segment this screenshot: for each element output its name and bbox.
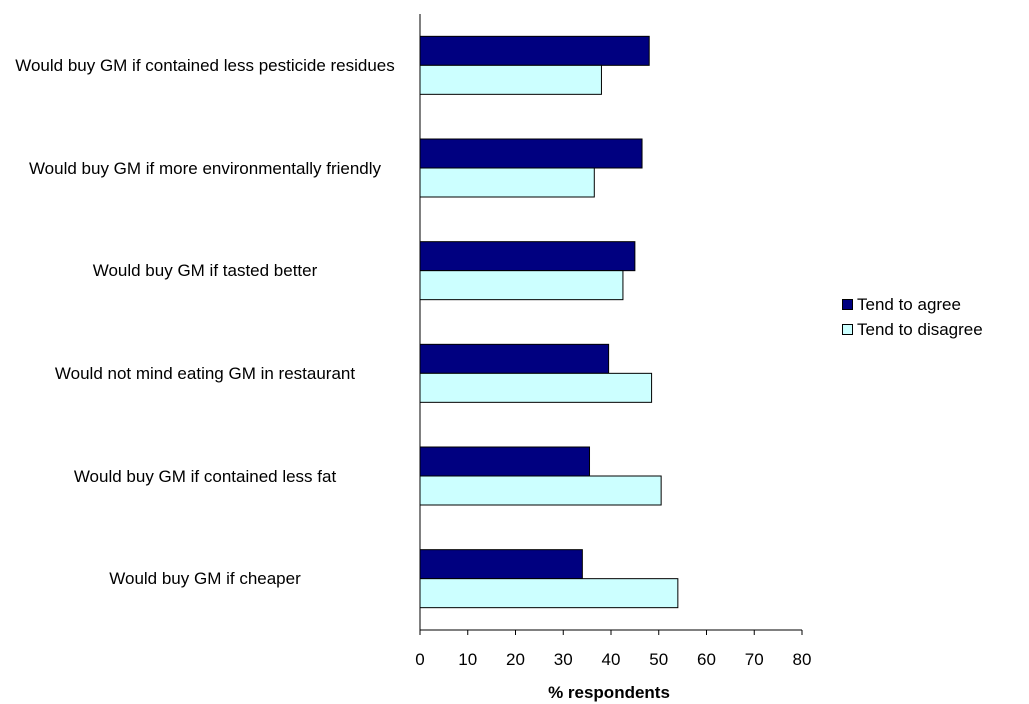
category-label-0: Would buy GM if contained less pesticide…	[15, 55, 395, 75]
category-label-3: Would not mind eating GM in restaurant	[54, 363, 356, 383]
bar-agree-3	[419, 343, 610, 374]
bar-agree-0	[419, 35, 650, 66]
bar-disagree-3	[419, 372, 653, 403]
x-tick-label-8: 80	[793, 650, 812, 669]
x-tick-label-7: 70	[745, 650, 764, 669]
bar-agree-1	[419, 138, 643, 169]
legend-label-disagree: Tend to disagree	[857, 320, 983, 339]
legend-label-agree: Tend to agree	[857, 295, 961, 314]
x-tick-label-0: 0	[415, 650, 424, 669]
x-axis-ticks: 0 10 20 30 40 50 60 70 80	[415, 630, 811, 669]
bars	[419, 35, 679, 609]
bar-disagree-1	[419, 167, 595, 198]
category-label-5: Would buy GM if cheaper	[109, 569, 301, 589]
x-tick-label-6: 60	[697, 650, 716, 669]
bar-disagree-4	[419, 475, 662, 506]
bar-agree-2	[419, 241, 636, 272]
x-tick-label-2: 20	[506, 650, 525, 669]
x-tick-label-4: 40	[602, 650, 621, 669]
bar-disagree-5	[419, 578, 679, 609]
category-label-2: Would buy GM if tasted better	[92, 261, 318, 281]
legend-item-tend-to-disagree: Tend to disagree	[842, 317, 983, 342]
bar-agree-4	[419, 446, 591, 477]
legend: Tend to agree Tend to disagree	[842, 292, 983, 342]
legend-swatch-agree	[842, 299, 853, 310]
bar-disagree-2	[419, 270, 624, 301]
x-tick-label-3: 30	[554, 650, 573, 669]
category-label-4: Would buy GM if contained less fat	[73, 466, 337, 486]
bar-disagree-0	[419, 64, 602, 95]
x-tick-label-5: 50	[649, 650, 668, 669]
x-tick-label-1: 10	[458, 650, 477, 669]
legend-item-tend-to-agree: Tend to agree	[842, 292, 983, 317]
bar-agree-5	[419, 549, 583, 580]
legend-swatch-disagree	[842, 324, 853, 335]
category-label-1: Would buy GM if more environmentally fri…	[28, 158, 382, 178]
x-axis-title: % respondents	[548, 683, 670, 702]
